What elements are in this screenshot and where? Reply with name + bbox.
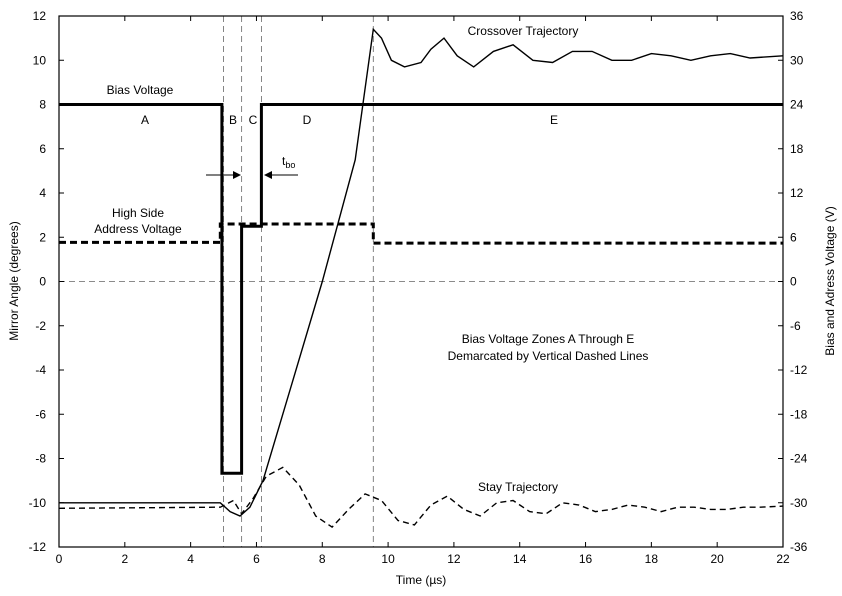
y-right-tick-label-0: 36: [790, 9, 804, 23]
y-right-tick-label-8: -12: [790, 363, 808, 377]
x-tick-label-11: 22: [776, 552, 790, 566]
tbo-label: tbo: [282, 154, 295, 170]
y-right-tick-label-10: -24: [790, 452, 808, 466]
x-tick-label-1: 2: [121, 552, 128, 566]
y-left-tick-label-4: 4: [39, 186, 46, 200]
zone-label-d: D: [303, 113, 312, 127]
y-axis-right-title: Bias and Adress Voltage (V): [823, 206, 837, 355]
y-left-tick-label-7: -2: [35, 319, 46, 333]
zone-label-e: E: [550, 113, 558, 127]
y-left-tick-label-0: 12: [33, 9, 47, 23]
tbo-label-main: t: [282, 154, 286, 168]
tbo-annotation: tbo: [206, 154, 298, 179]
y-left-tick-label-9: -6: [35, 407, 46, 421]
series-high-side-address-voltage: [59, 222, 783, 245]
y-right-tick-label-7: -6: [790, 319, 801, 333]
y-left-tick-label-1: 10: [33, 53, 47, 67]
series-crossover-trajectory: [59, 27, 784, 517]
series-bias-voltage: [59, 103, 783, 475]
y-right-tick-label-9: -18: [790, 407, 808, 421]
annotation-stay: Stay Trajectory: [478, 480, 558, 494]
zone-label-c: C: [249, 113, 258, 127]
tbo-arrow-left-head: [233, 171, 241, 179]
y-left-tick-label-12: -12: [29, 540, 47, 554]
series-stay-trajectory: [58, 466, 784, 529]
x-tick-label-0: 0: [56, 552, 63, 566]
y-right-tick-label-5: 6: [790, 230, 797, 244]
series-layer: [58, 27, 784, 529]
x-tick-label-6: 12: [447, 552, 461, 566]
x-tick-label-2: 4: [187, 552, 194, 566]
y-right-tick-label-4: 12: [790, 186, 804, 200]
y-left-tick-label-5: 2: [39, 230, 46, 244]
y-left-tick-label-2: 8: [39, 98, 46, 112]
x-tick-label-5: 10: [381, 552, 395, 566]
x-tick-label-8: 16: [579, 552, 593, 566]
zone-label-b: B: [229, 113, 237, 127]
annotation-zones-2: Demarcated by Vertical Dashed Lines: [448, 349, 649, 363]
zone-label-a: A: [141, 113, 149, 127]
x-tick-label-7: 14: [513, 552, 527, 566]
y-right-tick-label-11: -30: [790, 496, 808, 510]
annotation-zones-1: Bias Voltage Zones A Through E: [462, 332, 635, 346]
x-tick-label-4: 8: [319, 552, 326, 566]
annotation-high-side-1: High Side: [112, 206, 164, 220]
y-right-tick-label-3: 18: [790, 142, 804, 156]
y-axis-left-title: Mirror Angle (degrees): [7, 221, 21, 340]
annotation-bias-voltage: Bias Voltage: [107, 83, 174, 97]
annotation-crossover: Crossover Trajectory: [468, 24, 579, 38]
ticks-layer: 0 2 4 6 8 10 12 14 16 18 20 22121086420-2-4-6-8-10-…: [29, 9, 808, 566]
y-right-tick-label-2: 24: [790, 98, 804, 112]
y-left-tick-label-6: 0: [39, 275, 46, 289]
x-tick-label-9: 18: [645, 552, 659, 566]
y-left-tick-label-8: -4: [35, 363, 46, 377]
y-right-tick-label-12: -36: [790, 540, 808, 554]
y-left-tick-label-11: -10: [29, 496, 47, 510]
tbo-label-sub: bo: [285, 160, 295, 170]
x-tick-label-10: 20: [711, 552, 725, 566]
tbo-arrow-right-head: [264, 171, 272, 179]
y-left-tick-label-3: 6: [39, 142, 46, 156]
y-right-tick-label-1: 30: [790, 53, 804, 67]
y-left-tick-label-10: -8: [35, 452, 46, 466]
y-right-tick-label-6: 0: [790, 275, 797, 289]
annotation-high-side-2: Address Voltage: [94, 222, 182, 236]
x-axis-title: Time (µs): [396, 573, 446, 587]
x-tick-label-3: 6: [253, 552, 260, 566]
